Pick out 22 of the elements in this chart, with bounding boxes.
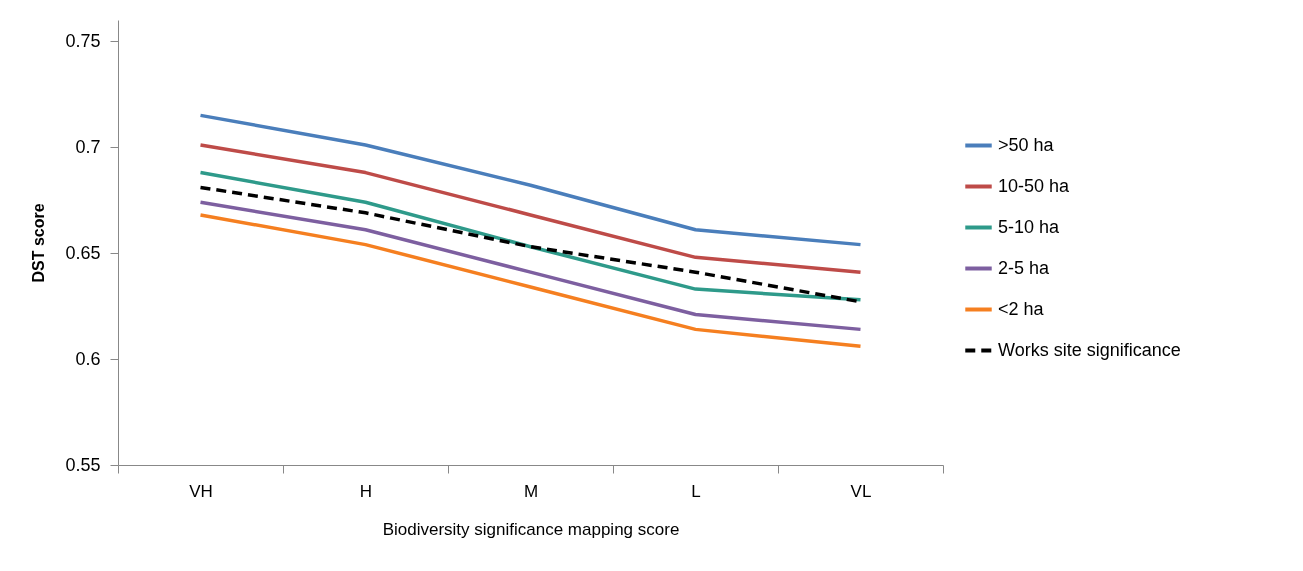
y-tick-label: 0.65: [65, 242, 101, 263]
x-tick-label: L: [691, 481, 701, 501]
line-series: [198, 213, 863, 349]
line-series: [198, 200, 863, 332]
y-tick-label: 0.6: [75, 348, 101, 369]
x-tick-label: H: [359, 481, 373, 501]
legend-label: >50 ha: [998, 134, 1055, 155]
legend-label: 2-5 ha: [998, 257, 1051, 278]
y-tick-label: 0.7: [75, 136, 101, 157]
y-tick-label: 0.55: [65, 454, 101, 475]
legend-label: 10-50 ha: [998, 175, 1071, 196]
y-tick-label: 0.75: [65, 30, 101, 51]
legend-label: Works site significance: [998, 339, 1181, 360]
legend-label: 5-10 ha: [998, 216, 1061, 237]
x-tick-label: VL: [850, 481, 872, 501]
x-axis-title: Biodiversity significance mapping score: [382, 519, 680, 539]
x-tick-label: M: [523, 481, 539, 501]
y-axis-title: DST score: [30, 203, 48, 283]
line-series: [198, 143, 863, 274]
legend-label: <2 ha: [998, 298, 1045, 319]
line-series: [198, 113, 863, 247]
x-tick-label: VH: [189, 481, 213, 501]
